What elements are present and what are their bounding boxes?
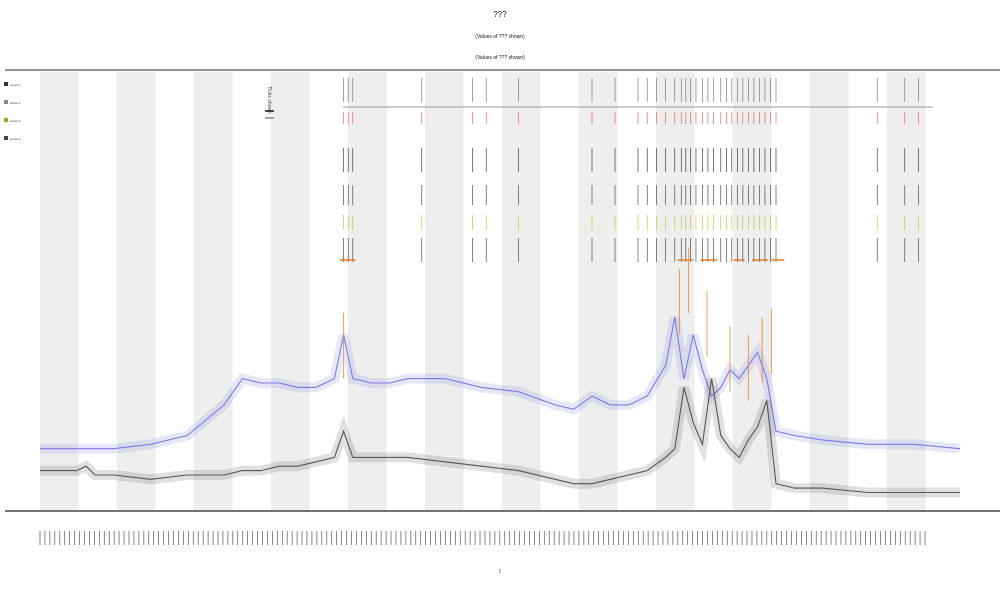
shaded-band: [425, 72, 464, 510]
annotation-label: Ticks shown: [266, 86, 272, 114]
x-axis-label: t: [499, 569, 501, 575]
shaded-band: [733, 72, 772, 510]
shaded-band: [40, 72, 79, 510]
legend-swatch: [4, 100, 8, 104]
shaded-band: [579, 72, 618, 510]
chart-subtitle-1: (Values of ??? shown): [475, 34, 525, 40]
shaded-band: [810, 72, 849, 510]
event-markers: [343, 78, 919, 262]
series-lines: [40, 247, 961, 498]
legend: series 1 series 2 series 3 series 4: [4, 82, 21, 141]
legend-label: series 1: [10, 83, 21, 87]
chart-title: ???: [493, 10, 507, 19]
x-axis-ticks: [39, 531, 926, 545]
shaded-band: [117, 72, 156, 510]
legend-swatch: [4, 118, 8, 122]
shaded-band: [502, 72, 541, 510]
series-line-upper: [40, 317, 961, 450]
legend-label: series 4: [10, 137, 21, 141]
shaded-band: [348, 72, 387, 510]
shaded-band: [194, 72, 233, 510]
shaded-bands: [40, 72, 926, 510]
legend-swatch: [4, 82, 8, 86]
legend-label: series 2: [10, 101, 21, 105]
legend-swatch: [4, 136, 8, 140]
shaded-band: [887, 72, 926, 510]
chart-subtitle-2: (Values of ??? shown): [475, 55, 525, 61]
shaded-band: [271, 72, 310, 510]
legend-label: series 3: [10, 119, 21, 123]
series-line-lower: [40, 378, 960, 494]
shaded-band: [656, 72, 695, 510]
